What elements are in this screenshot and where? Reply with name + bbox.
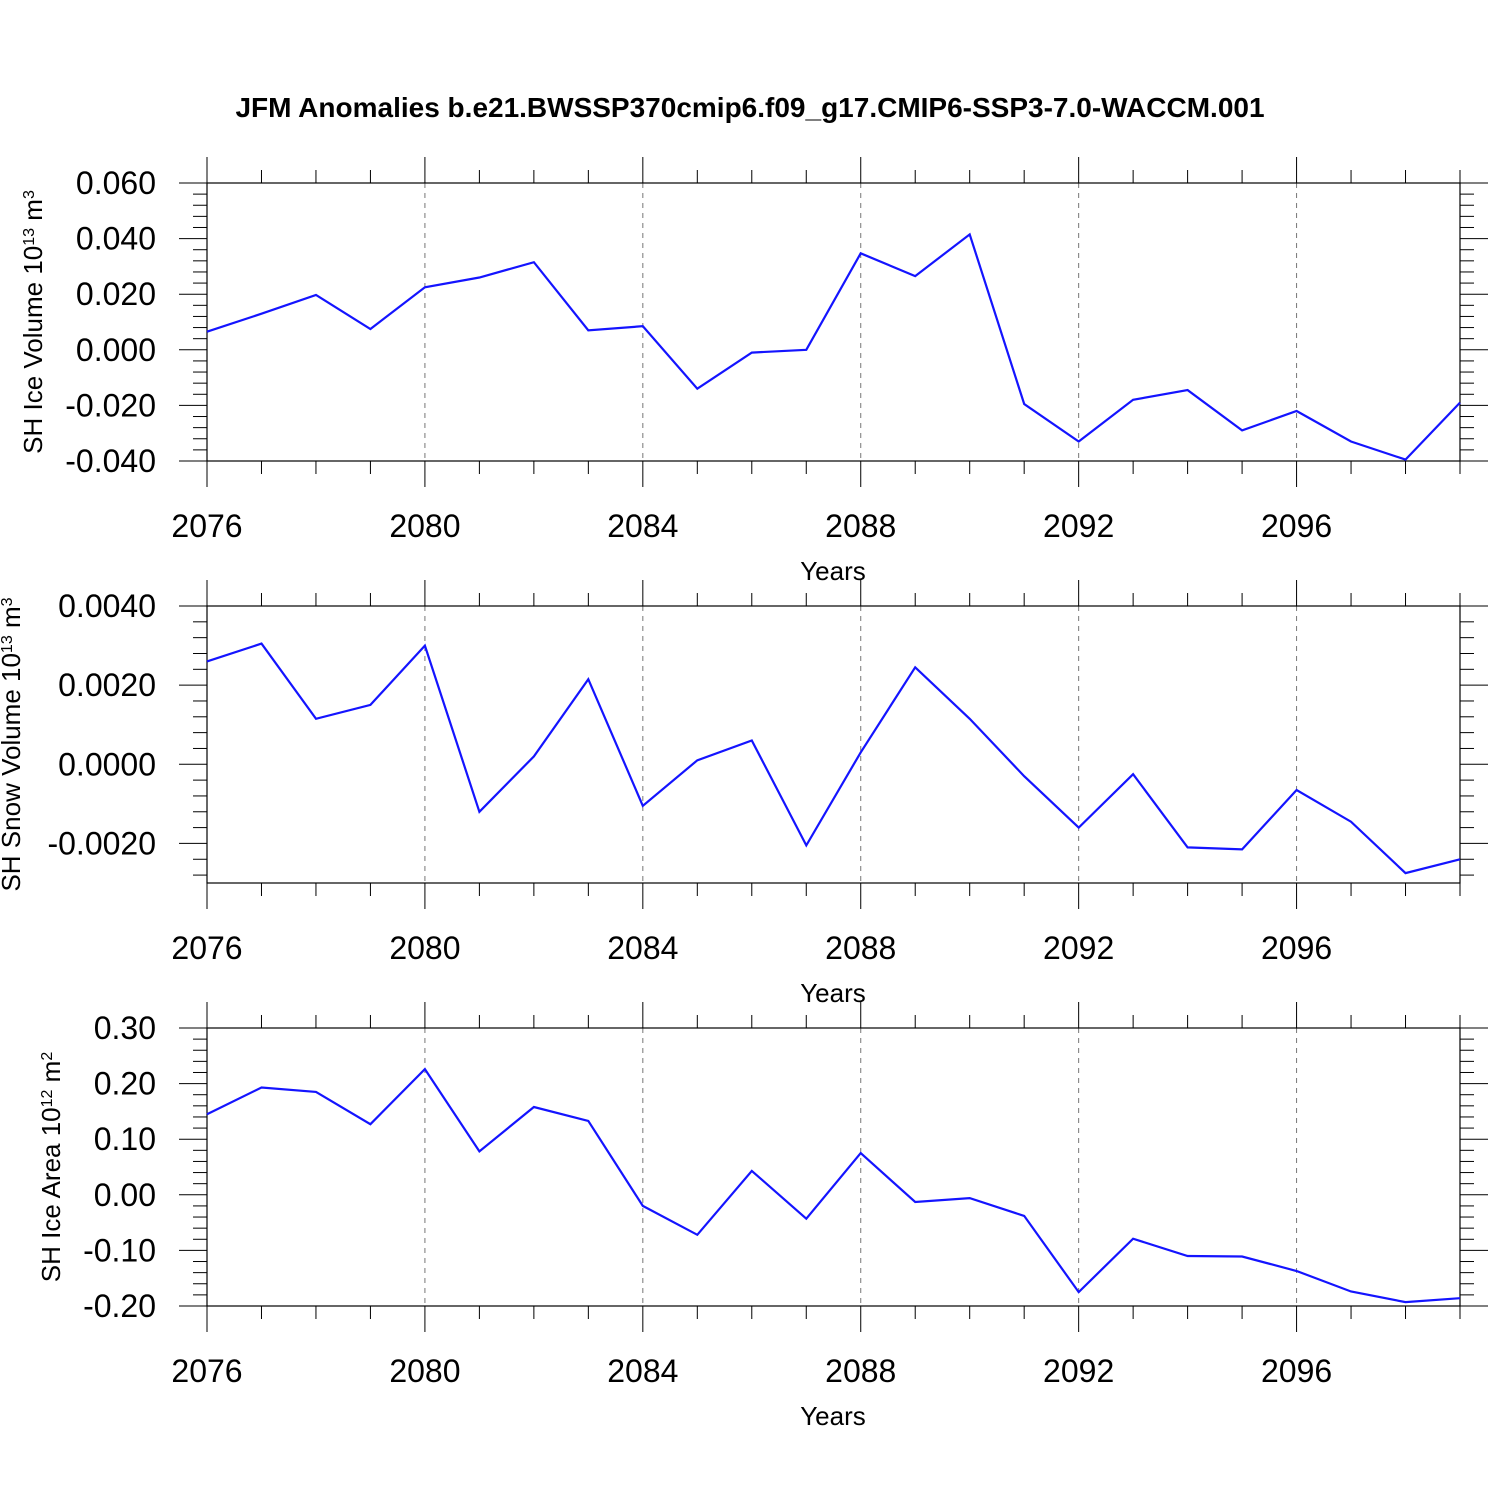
x-tick-label: 2076 — [171, 930, 242, 966]
y-axis-label: SH Ice Area 1012 m2 — [36, 1052, 66, 1283]
series-line — [206, 1067, 1461, 1304]
series-line — [206, 642, 1461, 875]
y-tick-label: 0.0020 — [58, 667, 156, 703]
y-axis-label: SH Snow Volume 1013 m3 — [0, 597, 26, 891]
x-axis-label: Years — [800, 1401, 866, 1431]
x-axis-label: Years — [800, 978, 866, 1008]
x-tick-label: 2092 — [1043, 930, 1114, 966]
y-tick-label: 0.10 — [94, 1121, 156, 1157]
y-tick-label: 0.0000 — [58, 746, 156, 782]
y-tick-label: 0.00 — [94, 1177, 156, 1213]
x-tick-label: 2088 — [825, 1353, 896, 1389]
x-tick-label: 2088 — [825, 508, 896, 544]
x-axis-label: Years — [800, 556, 866, 586]
x-tick-label: 2076 — [171, 1353, 242, 1389]
x-tick-label: 2096 — [1261, 1353, 1332, 1389]
y-tick-label: 0.20 — [94, 1066, 156, 1102]
y-tick-label: -0.020 — [65, 387, 156, 423]
series-line — [206, 232, 1461, 461]
x-tick-label: 2084 — [607, 930, 678, 966]
x-tick-label: 2092 — [1043, 1353, 1114, 1389]
y-axis-label: SH Ice Volume 1013 m3 — [18, 190, 48, 454]
plot-frame — [206, 1027, 1461, 1307]
x-tick-label: 2096 — [1261, 508, 1332, 544]
y-tick-label: 0.000 — [76, 332, 156, 368]
x-tick-label: 2080 — [389, 930, 460, 966]
y-tick-label: 0.060 — [76, 165, 156, 201]
x-tick-label: 2080 — [389, 508, 460, 544]
y-tick-label: -0.040 — [65, 443, 156, 479]
figure-title: JFM Anomalies b.e21.BWSSP370cmip6.f09_g1… — [235, 92, 1265, 123]
y-tick-label: -0.10 — [83, 1232, 156, 1268]
y-tick-label: 0.30 — [94, 1010, 156, 1046]
x-tick-label: 2088 — [825, 930, 896, 966]
y-tick-label: -0.0020 — [47, 825, 156, 861]
y-tick-label: 0.040 — [76, 221, 156, 257]
x-tick-label: 2084 — [607, 1353, 678, 1389]
y-tick-label: -0.20 — [83, 1288, 156, 1324]
y-tick-label: 0.0040 — [58, 588, 156, 624]
plot-frame — [206, 605, 1461, 884]
x-tick-label: 2096 — [1261, 930, 1332, 966]
chart-panel-3: -0.20 -0.10 0.00 0.10 0.20 0.30 2076 2080 2084 20… — [36, 1002, 1488, 1431]
x-tick-label: 2076 — [171, 508, 242, 544]
plot-frame — [206, 182, 1461, 462]
x-tick-label: 2084 — [607, 508, 678, 544]
y-tick-label: 0.020 — [76, 276, 156, 312]
x-tick-label: 2092 — [1043, 508, 1114, 544]
chart-panel-1: -0.040 -0.020 0.000 0.020 0.040 0.060 2076 2080… — [18, 157, 1488, 586]
x-tick-label: 2080 — [389, 1353, 460, 1389]
chart-panel-2: -0.0020 0.0000 0.0020 0.0040 2076 2080 2084 208… — [0, 580, 1488, 1008]
